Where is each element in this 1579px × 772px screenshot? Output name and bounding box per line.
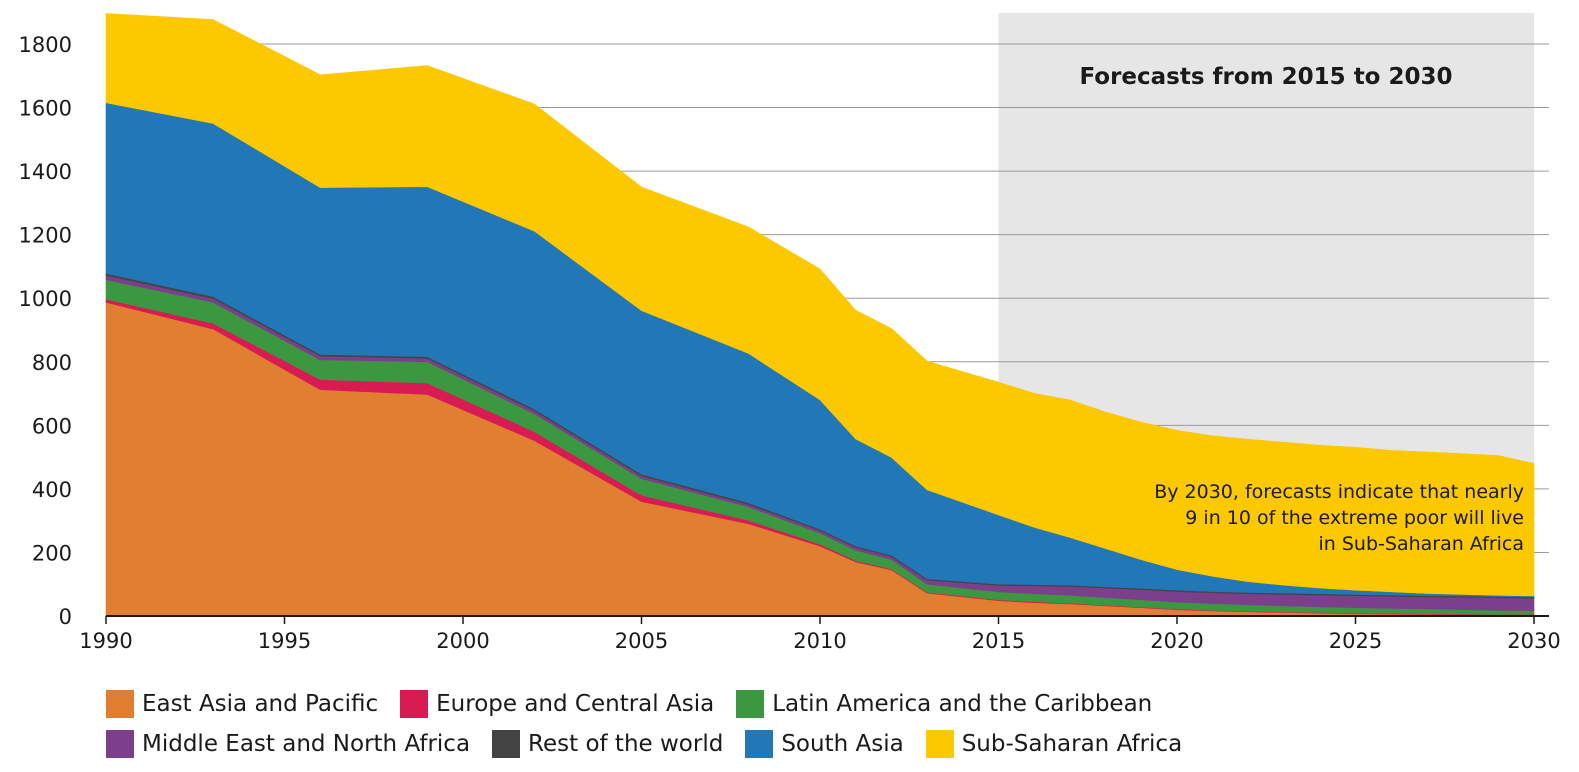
legend-label: Europe and Central Asia <box>436 691 715 717</box>
legend-item: Sub-Saharan Africa <box>925 730 1183 758</box>
legend-item: East Asia and Pacific <box>106 690 378 718</box>
legend-swatch <box>106 730 134 758</box>
y-tick-label: 400 <box>32 478 72 502</box>
legend-label: South Asia <box>781 731 904 757</box>
y-tick-label: 1400 <box>19 160 72 184</box>
legend-label: Rest of the world <box>528 731 724 757</box>
y-tick-label: 0 <box>59 605 72 629</box>
y-tick-label: 800 <box>32 351 72 375</box>
annotation-line: in Sub-Saharan Africa <box>1319 533 1525 555</box>
legend-label: Latin America and the Caribbean <box>772 691 1153 717</box>
y-tick-label: 1800 <box>19 33 72 57</box>
y-tick-label: 1000 <box>19 287 72 311</box>
x-tick-label: 2005 <box>615 629 668 653</box>
x-tick-label: 1995 <box>258 629 311 653</box>
legend-label: Middle East and North Africa <box>142 731 471 757</box>
stacked-area-chart: 1990 1995 2000 2005 2010 2015 2020 2025 2030 0 200… <box>19 13 1561 653</box>
legend-swatch <box>736 690 765 718</box>
x-tick-label: 2015 <box>972 629 1025 653</box>
legend-item: Rest of the world <box>492 730 723 758</box>
legend-item: Middle East and North Africa <box>106 730 470 758</box>
chart-legend: East Asia and Pacific Europe and Central … <box>106 686 1566 766</box>
y-tick-label: 1200 <box>19 224 72 248</box>
legend-swatch <box>492 730 521 758</box>
legend-swatch <box>925 730 954 758</box>
y-tick-label: 1600 <box>19 97 72 121</box>
annotation-line: 9 in 10 of the extreme poor will live <box>1185 507 1524 529</box>
forecast-region-label: Forecasts from 2015 to 2030 <box>1079 64 1452 90</box>
x-tick-label: 2025 <box>1329 629 1382 653</box>
legend-row: Middle East and North Africa Rest of the … <box>106 726 1566 762</box>
legend-item: South Asia <box>745 730 904 758</box>
legend-swatch <box>400 690 429 718</box>
legend-item: Latin America and the Caribbean <box>736 690 1152 718</box>
y-tick-label: 600 <box>32 414 72 438</box>
legend-swatch <box>745 730 774 758</box>
x-tick-label: 2020 <box>1150 629 1203 653</box>
annotation-line: By 2030, forecasts indicate that nearly <box>1154 481 1524 503</box>
legend-label: East Asia and Pacific <box>142 691 379 717</box>
legend-swatch <box>106 690 134 718</box>
x-tick-label: 2030 <box>1507 629 1560 653</box>
area-sub-saharan-africa <box>105 13 1535 597</box>
legend-label: Sub-Saharan Africa <box>961 731 1183 757</box>
x-tick-label: 2000 <box>436 629 489 653</box>
y-tick-label: 200 <box>32 541 72 565</box>
legend-item: Europe and Central Asia <box>400 690 714 718</box>
legend-row: East Asia and Pacific Europe and Central … <box>106 686 1566 722</box>
x-tick-label: 1990 <box>79 629 132 653</box>
x-tick-label: 2010 <box>793 629 846 653</box>
